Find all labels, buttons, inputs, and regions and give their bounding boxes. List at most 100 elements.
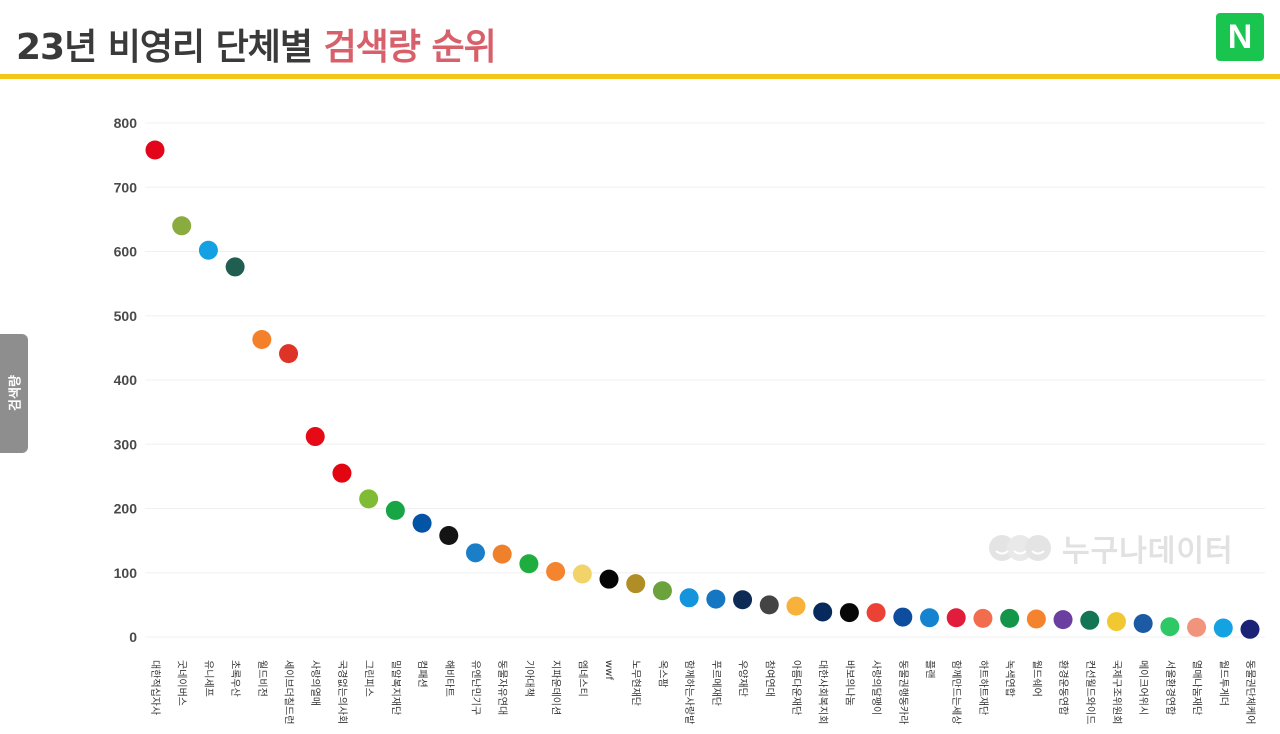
data-point (786, 596, 806, 616)
data-point (946, 608, 966, 628)
x-category-label: 해비타트 (443, 660, 456, 697)
x-category-label: 초록우산 (229, 660, 241, 697)
data-point (492, 544, 512, 564)
data-point (733, 590, 753, 610)
y-tick-label: 600 (114, 244, 138, 260)
x-category-label: 월드쉐어 (1030, 660, 1042, 697)
data-point (893, 607, 913, 627)
data-point (839, 603, 859, 623)
x-category-label: 사랑의달팽이 (870, 660, 882, 715)
x-axis-category-labels: 대한적십자사 굿네이버스 유니세프 초록우산 월드비전 세이브더칠드런 사랑의열매 국경없는의… (149, 660, 1256, 724)
x-category-label: 대한사회복지회 (817, 660, 829, 724)
x-category-label: 우양재단 (737, 660, 749, 697)
grid-lines (145, 122, 1265, 638)
data-point (225, 257, 245, 277)
x-category-label: 지파운데이션 (550, 660, 562, 715)
data-point (305, 427, 325, 447)
data-point (1240, 619, 1260, 639)
x-category-label: 환경운동연합 (1057, 660, 1070, 715)
data-point (599, 569, 619, 589)
y-tick-label: 100 (114, 565, 138, 581)
x-category-label: 열매나눔재단 (1191, 660, 1203, 715)
x-category-label: 동물권단체케어 (1244, 660, 1256, 724)
data-point (652, 581, 672, 601)
x-category-label: 서울환경연합 (1164, 660, 1177, 715)
data-point (1187, 617, 1207, 637)
data-point (866, 603, 886, 623)
data-point (679, 588, 699, 608)
x-category-label: 밀알복지재단 (389, 660, 401, 715)
x-category-label: 옥스팜 (656, 660, 668, 688)
faces-logo-icon (989, 535, 1051, 561)
data-point (813, 602, 833, 622)
x-category-label: 유니세프 (202, 660, 214, 697)
x-category-label: 함께하는사랑밭 (683, 660, 696, 724)
x-category-label: 아름다운재단 (790, 660, 802, 715)
x-category-label: 국경없는의사회 (336, 660, 349, 724)
y-tick-label: 400 (114, 372, 138, 388)
y-tick-label: 500 (114, 308, 138, 324)
x-category-label: 대한적십자사 (149, 660, 161, 715)
data-point (385, 500, 405, 520)
data-point (252, 330, 272, 350)
data-point (439, 525, 459, 545)
data-point (198, 240, 218, 260)
data-point (572, 564, 592, 584)
x-category-label: 하트하트재단 (977, 660, 990, 715)
x-category-label: 엠네스티 (576, 660, 588, 697)
x-category-label: 유엔난민기구 (469, 660, 481, 715)
x-category-label: 기아대책 (523, 660, 535, 697)
x-category-label: 국제구조위원회 (1110, 660, 1123, 724)
data-point (279, 344, 299, 364)
x-category-label: 굿네이버스 (176, 660, 188, 706)
x-category-label: 참여연대 (763, 660, 775, 697)
data-point (1080, 610, 1100, 630)
header: 23년 비영리 단체별 검색량 순위 N (0, 0, 1280, 80)
x-category-label: 녹색연합 (1004, 660, 1016, 697)
data-point (1026, 609, 1046, 629)
data-point (626, 574, 646, 594)
data-point (1133, 614, 1153, 634)
data-point (1213, 618, 1233, 638)
y-axis-tab (0, 334, 28, 453)
x-category-label: 메이크어위시 (1137, 660, 1150, 715)
page-title: 23년 비영리 단체별 검색량 순위 (16, 18, 497, 70)
data-point (920, 608, 940, 628)
y-tick-label: 200 (114, 501, 138, 517)
x-category-label: 바보의나눔 (843, 660, 855, 706)
y-tick-label: 700 (114, 179, 138, 195)
data-point (973, 608, 993, 628)
x-category-label: wwf (603, 660, 614, 680)
x-category-label: 월드투게더 (1217, 660, 1229, 706)
x-category-label: 동물자유연대 (496, 660, 508, 715)
x-category-label: 월드비전 (256, 660, 268, 697)
data-point (332, 463, 352, 483)
data-point (359, 489, 379, 509)
data-point (546, 561, 566, 581)
title-main: 23년 비영리 단체별 (16, 27, 313, 68)
watermark: 누구나데이터 (988, 526, 1234, 570)
data-point (145, 140, 165, 160)
naver-logo-icon: N (1216, 13, 1264, 61)
data-point (1053, 610, 1073, 630)
x-category-label: 그린피스 (363, 660, 375, 697)
data-point (519, 554, 539, 574)
data-points (145, 140, 1260, 639)
x-category-label: 플랜 (924, 660, 936, 678)
title-accent: 검색량 순위 (323, 27, 497, 68)
watermark-text: 누구나데이터 (1062, 534, 1234, 569)
x-category-label: 세이브더칠드런 (283, 660, 295, 724)
x-category-label: 컨선월드와이드 (1084, 660, 1096, 724)
x-category-label: 컴패션 (416, 660, 428, 688)
x-category-label: 함께만드는세상 (950, 660, 962, 724)
data-point (759, 595, 779, 615)
x-category-label: 사랑의열매 (309, 660, 321, 706)
data-point (706, 589, 726, 609)
data-point (1160, 617, 1180, 637)
x-category-label: 노무현재단 (630, 660, 642, 706)
data-point (172, 216, 192, 236)
y-tick-label: 300 (114, 436, 138, 452)
header-divider (0, 74, 1280, 79)
x-category-label: 푸르메재단 (710, 660, 722, 706)
data-point (465, 543, 485, 563)
